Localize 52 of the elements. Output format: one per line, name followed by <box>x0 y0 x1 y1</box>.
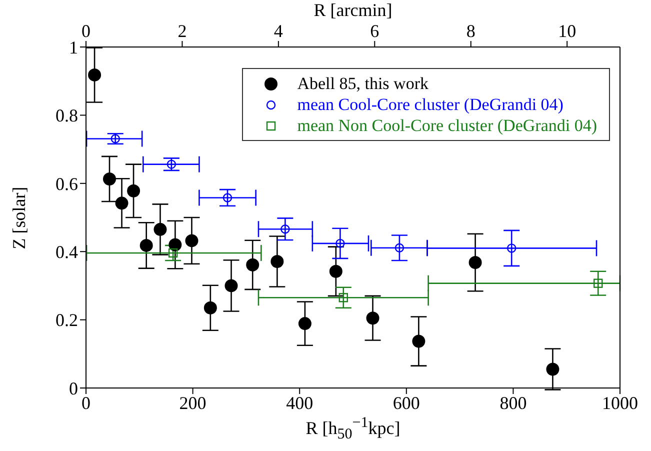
point <box>366 312 380 325</box>
legend-label: mean Cool-Core cluster (DeGrandi 04) <box>297 94 564 115</box>
y-tick-label: 0.2 <box>56 310 78 330</box>
x-tick-label: 1000 <box>602 392 638 413</box>
point <box>412 334 426 348</box>
point <box>127 184 140 198</box>
point <box>102 172 116 186</box>
point <box>336 238 345 248</box>
y-tick-label: 0.6 <box>56 174 78 194</box>
x-axis-title: R [h$_{50}$$^{−1}$kpc] <box>304 415 402 444</box>
x-tick-label: 0 <box>82 392 90 413</box>
point <box>546 362 560 376</box>
point <box>110 134 120 144</box>
x2-tick-label: 8 <box>466 21 476 41</box>
point <box>394 243 404 252</box>
y-tick-label: 0.8 <box>56 106 78 126</box>
point <box>468 256 482 270</box>
point <box>140 238 153 252</box>
x2-axis-title: R [arcmin] <box>312 0 394 21</box>
x2-tick-label: 6 <box>370 21 380 41</box>
legend-label: mean Non Cool-Core cluster (DeGrandi 04) <box>297 115 597 136</box>
x2-tick-label: 4 <box>274 21 283 41</box>
y-tick-label: 0 <box>69 378 78 398</box>
point <box>270 254 284 268</box>
point <box>185 234 198 248</box>
point <box>594 278 603 288</box>
y-tick-label: 1 <box>69 37 78 58</box>
x-tick-label: 400 <box>286 392 314 413</box>
point <box>166 160 176 169</box>
point <box>168 238 182 252</box>
point <box>224 279 238 292</box>
legend-label: Abell 85, this work <box>297 73 428 94</box>
point <box>154 222 167 236</box>
point <box>298 317 312 330</box>
x2-tick-label: 10 <box>558 21 576 41</box>
x-tick-label: 200 <box>179 392 206 413</box>
x-tick-label: 800 <box>500 392 527 413</box>
x2-tick-label: 0 <box>82 21 90 41</box>
point <box>329 264 342 278</box>
x-tick-label: 600 <box>392 392 420 413</box>
point <box>168 248 178 258</box>
point <box>246 258 260 272</box>
point <box>204 301 217 314</box>
y-axis-title: Z [solar] <box>9 185 30 251</box>
point <box>338 293 348 302</box>
point <box>222 193 232 202</box>
point <box>507 244 516 253</box>
point <box>88 68 102 82</box>
point <box>280 224 290 234</box>
point <box>115 196 128 210</box>
y-tick-label: 0.4 <box>56 242 78 262</box>
x2-tick-label: 2 <box>178 21 187 41</box>
